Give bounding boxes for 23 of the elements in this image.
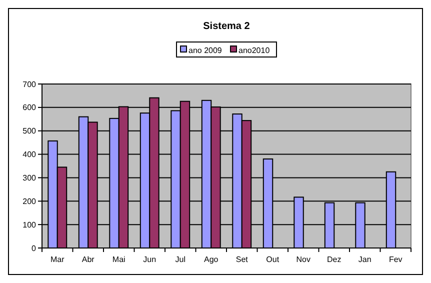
x-tick-label: Jul: [175, 255, 186, 264]
x-tick-label: Abr: [82, 255, 95, 264]
x-tick-label: Mar: [50, 255, 65, 264]
chart-title: Sistema 2: [203, 21, 250, 32]
y-tick-label: 100: [22, 220, 37, 230]
x-tick-label: Jun: [143, 255, 156, 264]
y-tick-label: 400: [22, 150, 37, 160]
legend-label: ano2010: [238, 46, 270, 55]
y-tick-label: 300: [22, 174, 37, 183]
y-tick-label: 500: [22, 126, 37, 136]
x-tick-label: Set: [236, 255, 249, 264]
x-tick-label: Dez: [327, 255, 342, 264]
x-tick-label: Jan: [358, 255, 372, 264]
y-tick-label: 200: [22, 196, 37, 206]
x-tick-label: Ago: [204, 255, 219, 264]
legend-label: ano 2009: [188, 46, 222, 55]
y-tick-label: 600: [22, 103, 37, 112]
y-tick-label: 700: [22, 80, 37, 89]
x-tick-label: Nov: [296, 255, 310, 264]
y-tick-label: 0: [32, 244, 37, 253]
x-tick-label: Mai: [112, 255, 126, 264]
x-tick-label: Fev: [388, 255, 402, 264]
x-tick-label: Out: [266, 255, 280, 264]
